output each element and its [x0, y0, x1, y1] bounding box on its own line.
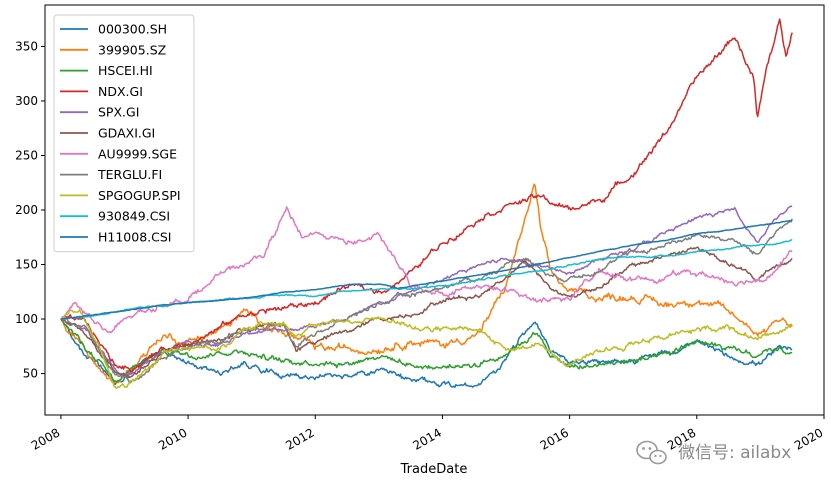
y-tick-label-200: 200	[15, 203, 38, 217]
y-tick-label-250: 250	[15, 148, 38, 162]
series-line-000300.SH	[60, 318, 793, 389]
y-tick-label-300: 300	[15, 94, 38, 108]
y-tick-label-50: 50	[23, 367, 38, 381]
y-tick-label-100: 100	[15, 312, 38, 326]
series-line-NDX.GI	[60, 18, 793, 373]
series-line-TERGLU.FI	[60, 218, 793, 384]
series-layer	[60, 18, 793, 390]
legend-label-930849.CSI: 930849.CSI	[98, 209, 170, 224]
x-axis-label: TradeDate	[400, 462, 468, 477]
legend-label-HSCEI.HI: HSCEI.HI	[98, 63, 153, 78]
series-line-SPX.GI	[60, 205, 793, 376]
x-tick-label-2012: 2012	[283, 425, 316, 452]
x-tick-label-2010: 2010	[156, 425, 189, 452]
x-tick-label-2016: 2016	[538, 425, 571, 452]
legend-label-SPX.GI: SPX.GI	[98, 105, 139, 120]
y-tick-label-350: 350	[15, 39, 38, 53]
legend-label-TERGLU.FI: TERGLU.FI	[97, 167, 162, 182]
x-tick-label-2014: 2014	[410, 425, 443, 452]
series-line-GDAXI.GI	[60, 246, 793, 379]
watermark: 微信号: ailabx	[636, 440, 791, 465]
y-tick-label-150: 150	[15, 258, 38, 272]
wechat-icon	[636, 440, 667, 465]
legend-label-GDAXI.GI: GDAXI.GI	[98, 126, 155, 141]
series-line-H11008.CSI	[60, 219, 793, 320]
watermark-text: 微信号: ailabx	[678, 443, 791, 463]
legend-frame	[53, 14, 195, 253]
legend-label-NDX.GI: NDX.GI	[98, 84, 143, 99]
legend-label-399905.SZ: 399905.SZ	[98, 42, 166, 57]
x-tick-label-2020: 2020	[792, 425, 825, 452]
legend-label-SPGOGUP.SPI: SPGOGUP.SPI	[98, 188, 181, 203]
series-line-SPGOGUP.SPI	[60, 308, 793, 390]
legend-label-000300.SH: 000300.SH	[98, 22, 167, 37]
legend-label-H11008.CSI: H11008.CSI	[98, 230, 172, 245]
x-tick-label-2008: 2008	[29, 425, 62, 452]
legend: 000300.SH 399905.SZ HSCEI.HI NDX.GI SPX.GI GD…	[53, 14, 195, 253]
series-line-HSCEI.HI	[60, 318, 793, 383]
legend-label-AU9999.SGE: AU9999.SGE	[98, 146, 177, 161]
